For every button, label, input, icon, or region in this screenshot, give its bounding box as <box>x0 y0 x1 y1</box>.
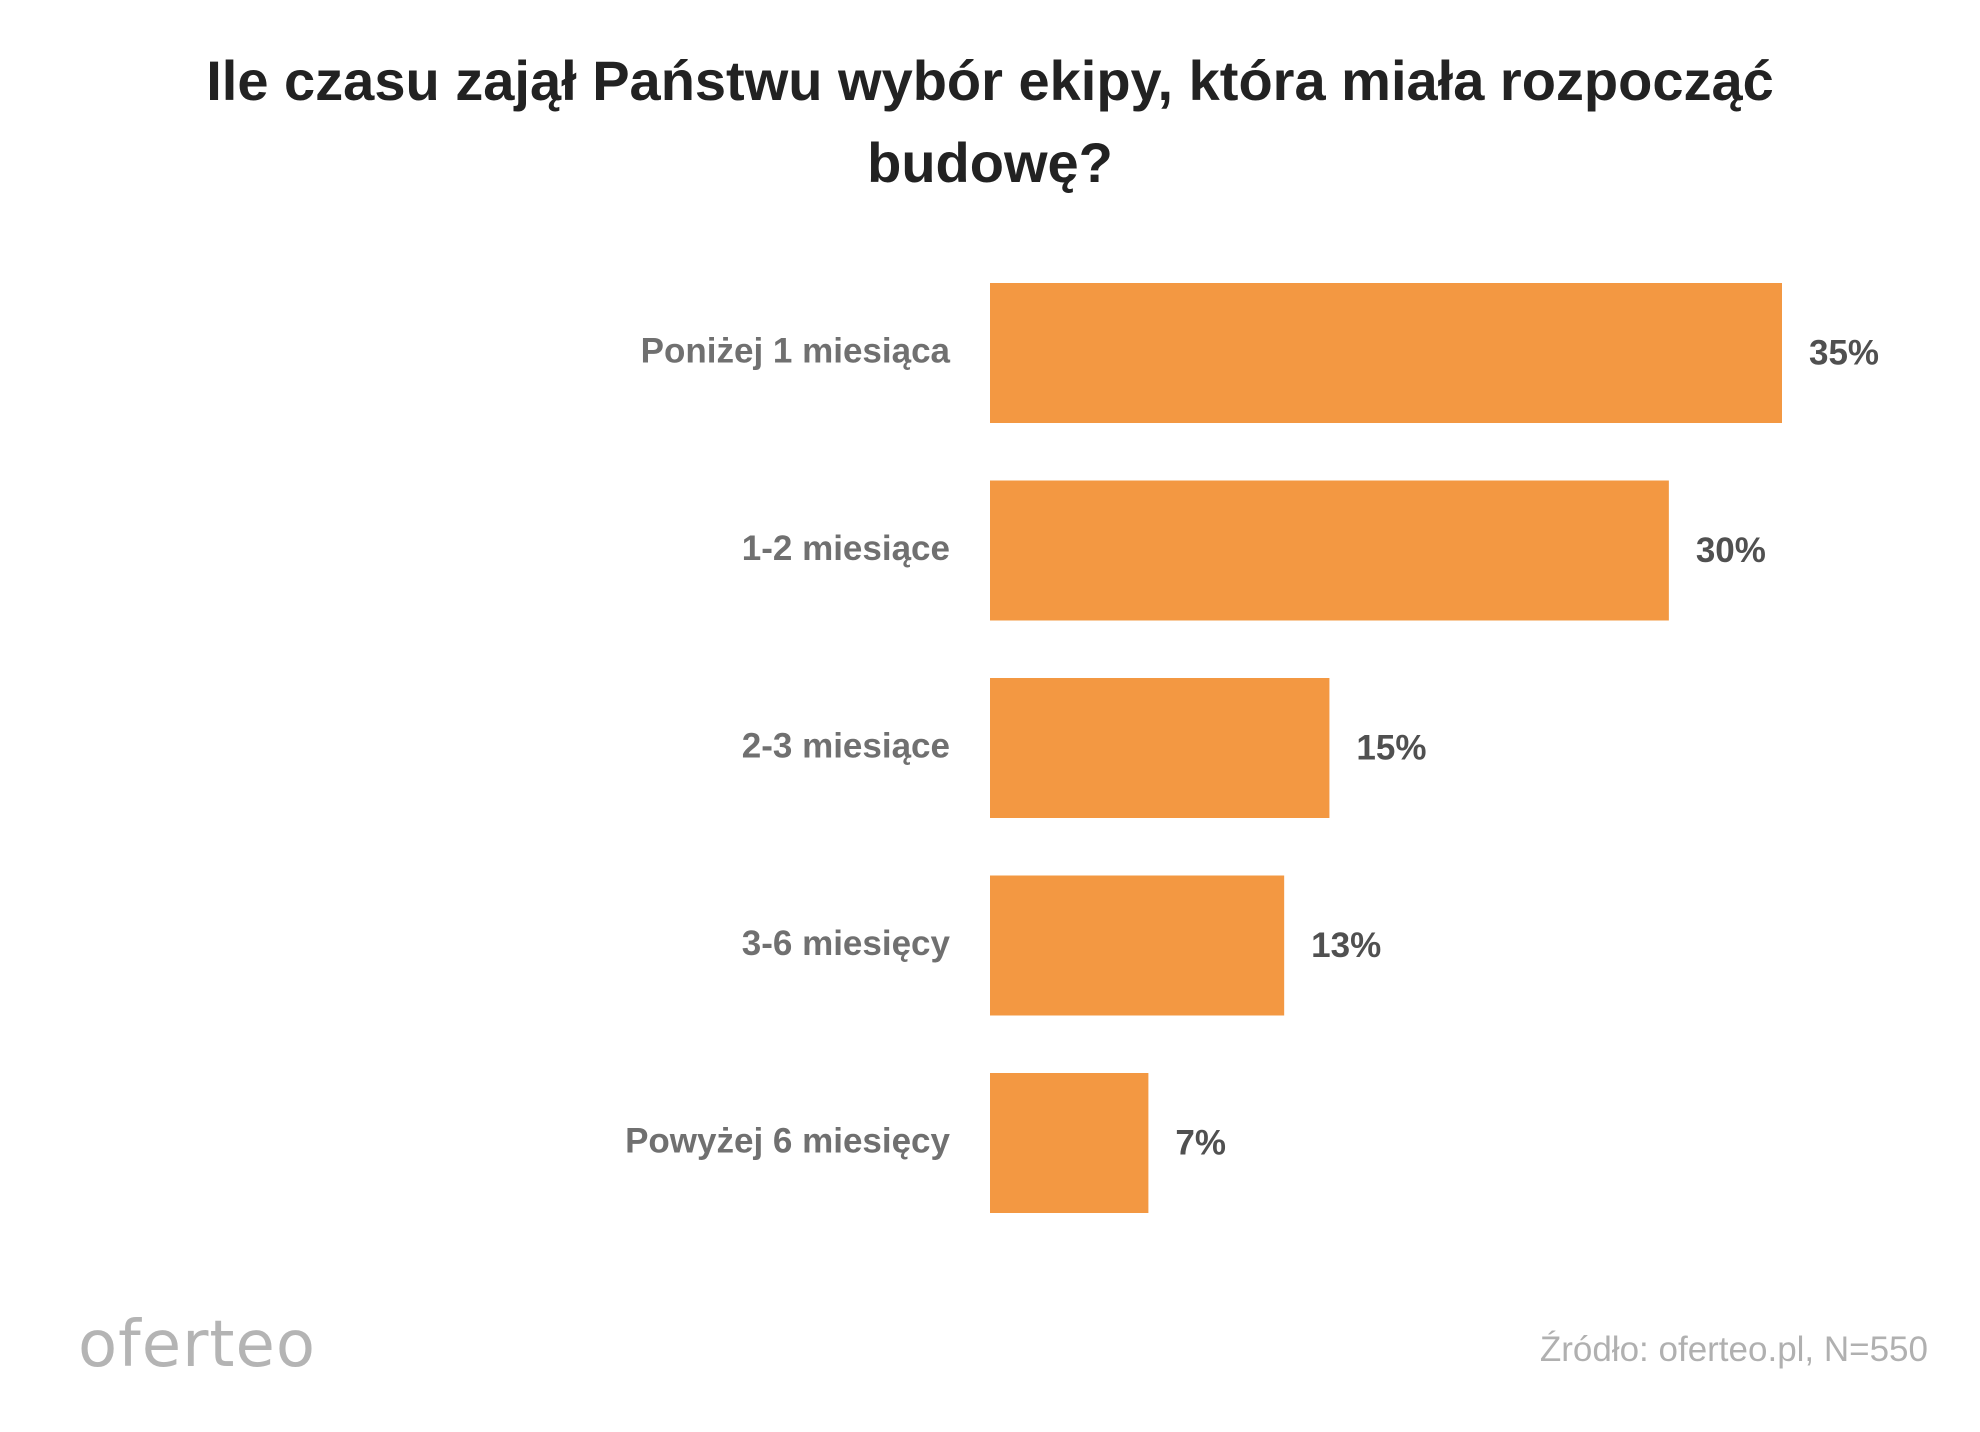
category-label-2: 2-3 miesiące <box>742 726 950 765</box>
value-label-3: 13% <box>1311 926 1381 965</box>
source-note: Źródło: oferteo.pl, N=550 <box>1539 1330 1928 1369</box>
bar-1 <box>990 480 1669 621</box>
value-label-0: 35% <box>1809 333 1879 372</box>
logo-text: oferteo <box>78 1308 316 1382</box>
bar-3 <box>990 875 1285 1016</box>
chart-title: Ile czasu zajął Państwu wybór ekipy, któ… <box>206 49 1774 194</box>
category-label-1: 1-2 miesiące <box>742 529 950 568</box>
category-label-3: 3-6 miesięcy <box>742 924 951 963</box>
bar-2 <box>990 678 1330 818</box>
category-label-4: Powyżej 6 miesięcy <box>625 1121 950 1160</box>
bar-0 <box>990 283 1782 423</box>
category-label-0: Poniżej 1 miesiąca <box>641 331 951 370</box>
value-label-1: 30% <box>1696 531 1766 570</box>
bar-4 <box>990 1073 1149 1213</box>
oferteo-logo: oferteo <box>78 1310 316 1380</box>
value-label-4: 7% <box>1175 1123 1226 1162</box>
value-label-2: 15% <box>1356 728 1426 767</box>
